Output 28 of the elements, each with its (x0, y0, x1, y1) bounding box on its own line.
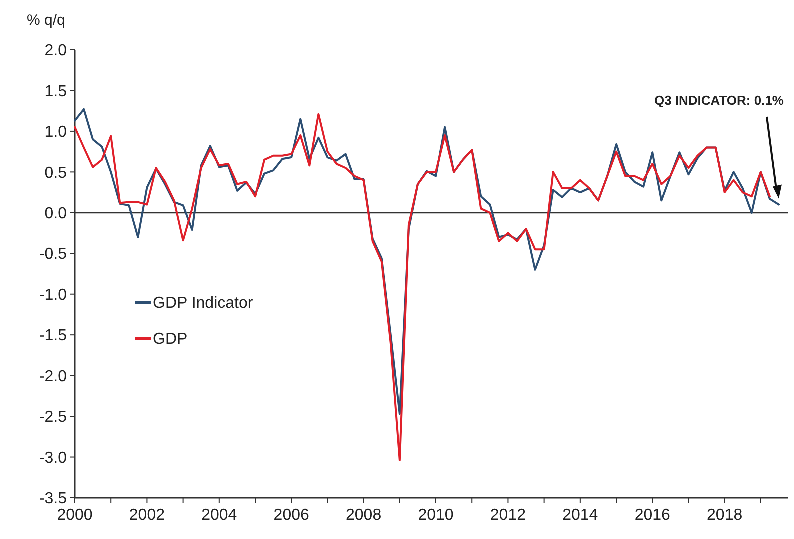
y-tick-label: 2.0 (44, 42, 68, 60)
line-series (74, 108, 780, 416)
y-tick-label: 1.5 (44, 83, 68, 100)
y-tick-label: -2.5 (39, 409, 68, 426)
y-tick-label: -3.5 (39, 490, 68, 508)
y-tick-label: -3.0 (39, 450, 68, 467)
y-axis-title: % q/q (27, 12, 66, 29)
x-tick-label: 2004 (202, 507, 238, 524)
x-tick-label: 2006 (274, 507, 310, 524)
legend-label: GDP (153, 331, 188, 348)
y-tick-label: -1.5 (39, 328, 68, 345)
x-tick-label: 2000 (57, 507, 93, 524)
annotation: Q3 INDICATOR: 0.1% (654, 93, 784, 108)
x-tick-label: 2012 (490, 507, 526, 524)
x-tick-label: 2002 (129, 507, 166, 524)
y-tick-label: -2.0 (39, 368, 68, 386)
x-tick-label: 2014 (562, 507, 598, 524)
x-tick-label: 2018 (707, 507, 743, 524)
x-tick-label: 2008 (346, 507, 382, 524)
y-tick-label: -0.5 (39, 246, 68, 264)
line-series (74, 113, 771, 462)
y-tick-label: 0.5 (44, 164, 68, 182)
x-tick-label: 2016 (634, 507, 671, 524)
legend-label: GDP Indicator (153, 295, 254, 312)
x-tick-label: 2010 (418, 507, 454, 524)
y-tick-label: -1.0 (39, 286, 68, 304)
y-tick-label: 0.0 (44, 206, 68, 223)
y-tick-label: 1.0 (44, 124, 68, 142)
